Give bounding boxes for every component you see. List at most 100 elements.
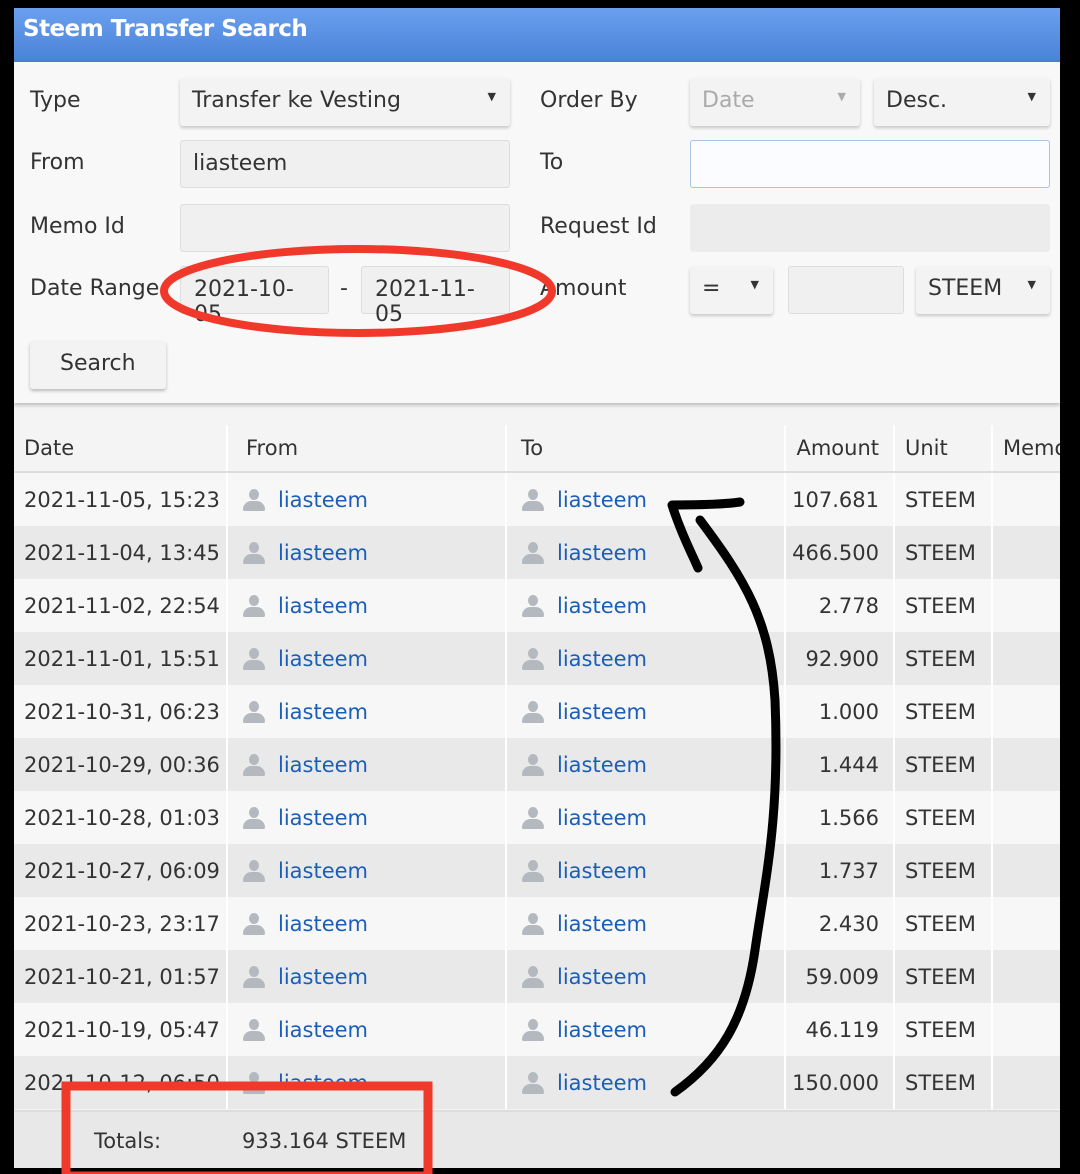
cell-amount: 107.681 [786,473,895,526]
caret-down-icon: ▼ [487,90,496,103]
col-amount[interactable]: Amount [786,425,895,471]
user-icon [521,700,545,724]
user-icon [242,594,266,618]
date-from-input[interactable]: 2021-10-05 [180,266,329,327]
table-row: 2021-10-28, 01:03 liasteem liasteem 1.56… [14,791,1060,844]
cell-unit: STEEM [895,685,993,738]
user-icon [242,965,266,989]
table-row: 2021-10-31, 06:23 liasteem liasteem 1.00… [14,685,1060,738]
cell-amount: 466.500 [786,526,895,579]
cell-amount: 1.000 [786,685,895,738]
to-user-link[interactable]: liasteem [557,752,648,777]
table-row: 2021-11-04, 13:45 liasteem liasteem 466.… [14,526,1060,579]
to-input[interactable] [690,140,1050,188]
to-user-link[interactable]: liasteem [557,858,648,883]
user-icon [242,700,266,724]
cell-unit: STEEM [895,1056,993,1109]
results-table: Date From To Amount Unit Memo 2021-11-05… [14,425,1060,1109]
to-user-link[interactable]: liasteem [557,964,648,989]
user-icon [521,859,545,883]
cell-unit: STEEM [895,950,993,1003]
from-user-link[interactable]: liasteem [278,540,369,565]
request-input[interactable] [690,204,1050,252]
to-user-link[interactable]: liasteem [557,540,648,565]
order-direction-value: Desc. [886,88,948,113]
date-to-input[interactable]: 2021-11-05 [361,266,510,327]
to-user-link[interactable]: liasteem [557,805,648,830]
from-user-link[interactable]: liasteem [278,911,369,936]
cell-date: 2021-11-02, 22:54 [14,579,228,632]
cell-unit: STEEM [895,897,993,950]
amount-unit-value: STEEM [928,276,1003,301]
search-button[interactable]: Search [30,341,166,389]
cell-date: 2021-10-31, 06:23 [14,685,228,738]
cell-date: 2021-10-23, 23:17 [14,897,228,950]
table-row: 2021-10-23, 23:17 liasteem liasteem 2.43… [14,897,1060,950]
user-icon [242,859,266,883]
from-user-link[interactable]: liasteem [278,699,369,724]
totals-label: Totals: [94,1129,162,1153]
cell-amount: 46.119 [786,1003,895,1056]
from-user-link[interactable]: liasteem [278,964,369,989]
user-icon [242,1018,266,1042]
cell-unit: STEEM [895,526,993,579]
cell-unit: STEEM [895,632,993,685]
amount-input[interactable] [788,266,904,314]
table-row: 2021-10-27, 06:09 liasteem liasteem 1.73… [14,844,1060,897]
cell-unit: STEEM [895,844,993,897]
user-icon [242,806,266,830]
from-user-link[interactable]: liasteem [278,487,369,512]
to-user-link[interactable]: liasteem [557,646,648,671]
col-to[interactable]: To [507,425,786,471]
col-date[interactable]: Date [14,425,228,471]
app-window: Steem Transfer Search Type Transfer ke V… [14,8,1060,1168]
caret-down-icon: ▼ [1027,278,1036,291]
cell-amount: 150.000 [786,1056,895,1109]
cell-amount: 92.900 [786,632,895,685]
table-row: 2021-10-19, 05:47 liasteem liasteem 46.1… [14,1003,1060,1056]
to-user-link[interactable]: liasteem [557,1070,648,1095]
amount-operator-select[interactable]: = ▼ [690,266,773,314]
from-user-link[interactable]: liasteem [278,752,369,777]
to-user-link[interactable]: liasteem [557,911,648,936]
caret-down-icon: ▼ [750,278,759,291]
type-select[interactable]: Transfer ke Vesting ▼ [180,78,510,126]
cell-unit: STEEM [895,473,993,526]
col-memo[interactable]: Memo [1003,436,1060,460]
type-label: Type [30,88,81,113]
amount-unit-select[interactable]: STEEM ▼ [916,266,1050,314]
from-user-link[interactable]: liasteem [278,858,369,883]
user-icon [242,647,266,671]
user-icon [521,647,545,671]
from-input[interactable]: liasteem [180,140,510,188]
cell-date: 2021-11-01, 15:51 [14,632,228,685]
to-user-link[interactable]: liasteem [557,487,648,512]
to-user-link[interactable]: liasteem [557,699,648,724]
orderby-label: Order By [540,88,638,113]
date-range-label: Date Range [30,276,160,301]
from-user-link[interactable]: liasteem [278,593,369,618]
user-icon [242,912,266,936]
col-unit[interactable]: Unit [895,425,993,471]
user-icon [521,912,545,936]
amount-operator-value: = [702,276,721,301]
from-user-link[interactable]: liasteem [278,1017,369,1042]
from-user-link[interactable]: liasteem [278,646,369,671]
user-icon [242,488,266,512]
cell-unit: STEEM [895,579,993,632]
order-direction-select[interactable]: Desc. ▼ [874,78,1050,126]
table-row: 2021-10-21, 01:57 liasteem liasteem 59.0… [14,950,1060,1003]
cell-date: 2021-11-05, 15:23 [14,473,228,526]
orderby-select[interactable]: Date ▼ [690,78,860,126]
col-from[interactable]: From [228,425,507,471]
user-icon [521,965,545,989]
cell-date: 2021-10-27, 06:09 [14,844,228,897]
user-icon [521,806,545,830]
search-form: Type Transfer ke Vesting ▼ Order By Date ▼… [14,62,1060,403]
cell-unit: STEEM [895,1003,993,1056]
to-user-link[interactable]: liasteem [557,593,648,618]
cell-amount: 1.444 [786,738,895,791]
from-user-link[interactable]: liasteem [278,805,369,830]
orderby-value: Date [702,88,755,113]
to-user-link[interactable]: liasteem [557,1017,648,1042]
